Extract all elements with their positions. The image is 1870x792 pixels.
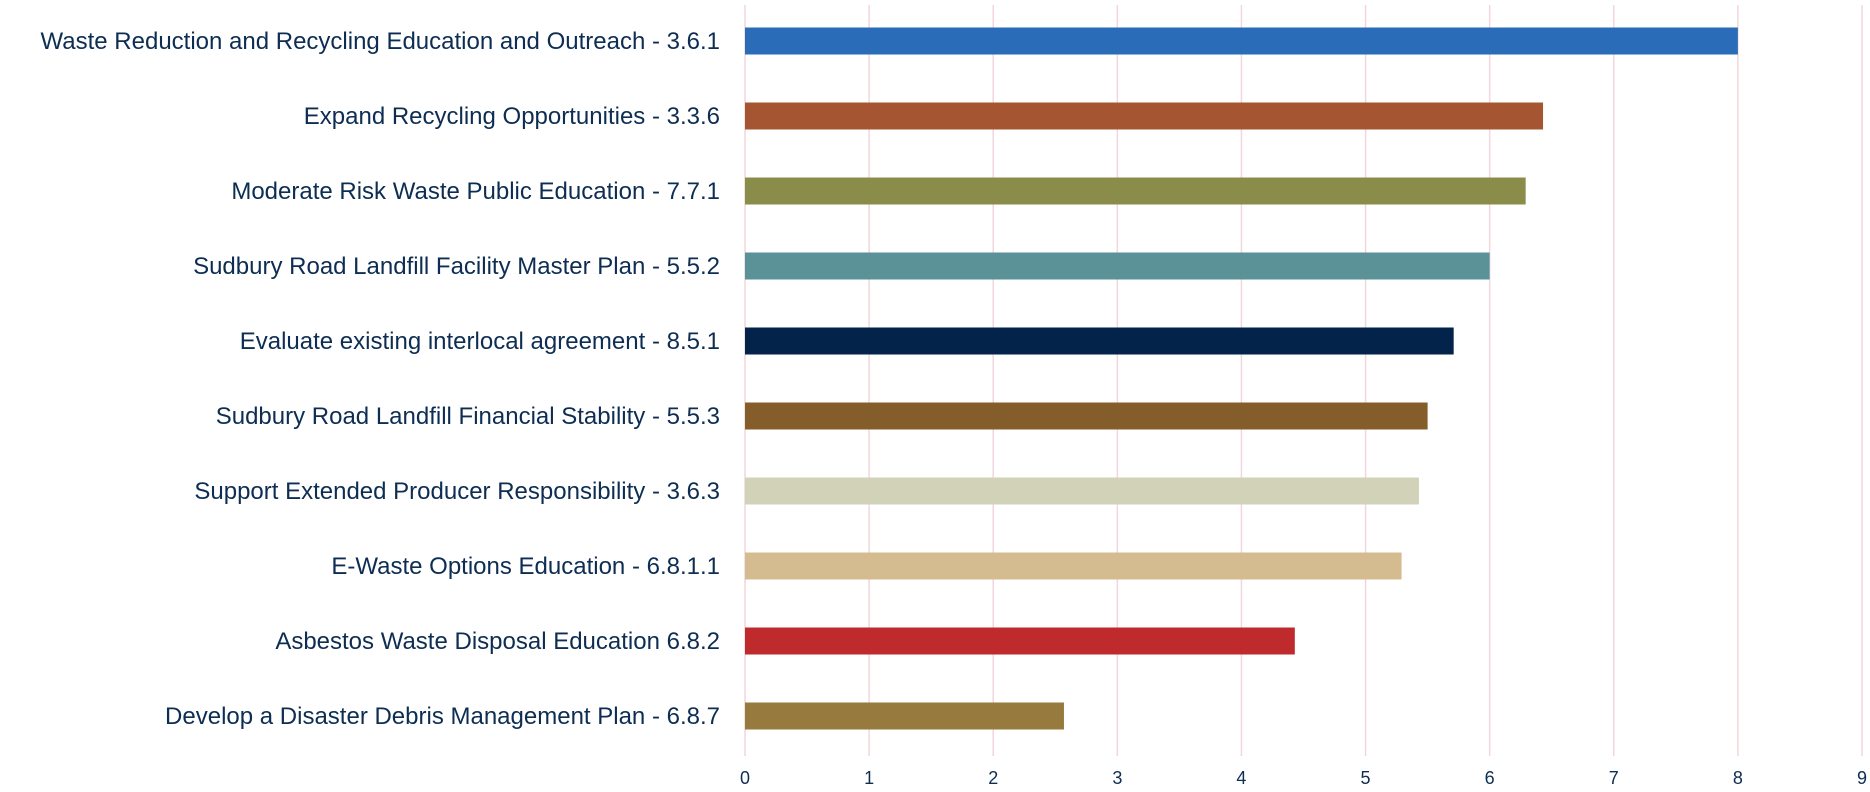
category-label: Asbestos Waste Disposal Education 6.8.2 bbox=[275, 628, 720, 655]
bar bbox=[745, 402, 1428, 430]
x-tick-label: 4 bbox=[1236, 768, 1246, 788]
x-tick-label: 0 bbox=[740, 768, 750, 788]
category-labels: Waste Reduction and Recycling Education … bbox=[41, 28, 721, 730]
category-label: Sudbury Road Landfill Financial Stabilit… bbox=[216, 403, 720, 430]
category-label: Moderate Risk Waste Public Education - 7… bbox=[231, 178, 720, 205]
category-label: E-Waste Options Education - 6.8.1.1 bbox=[331, 553, 720, 580]
x-tick-label: 7 bbox=[1609, 768, 1619, 788]
category-label: Sudbury Road Landfill Facility Master Pl… bbox=[193, 253, 720, 280]
bar bbox=[745, 102, 1544, 130]
bar bbox=[745, 252, 1490, 280]
bar bbox=[745, 327, 1454, 355]
category-label: Support Extended Producer Responsibility… bbox=[194, 478, 720, 505]
x-tick-label: 5 bbox=[1361, 768, 1371, 788]
bar bbox=[745, 627, 1295, 655]
bars bbox=[745, 27, 1738, 730]
x-tick-label: 2 bbox=[988, 768, 998, 788]
bar bbox=[745, 552, 1402, 580]
gridlines bbox=[744, 5, 1863, 756]
bar bbox=[745, 177, 1526, 205]
category-label: Develop a Disaster Debris Management Pla… bbox=[165, 703, 720, 730]
x-tick-label: 3 bbox=[1112, 768, 1122, 788]
category-label: Waste Reduction and Recycling Education … bbox=[41, 28, 721, 55]
category-label: Expand Recycling Opportunities - 3.3.6 bbox=[304, 103, 720, 130]
x-axis-tick-labels: 0 1 2 3 4 5 6 7 8 9 bbox=[740, 768, 1867, 788]
category-label: Evaluate existing interlocal agreement -… bbox=[240, 328, 720, 355]
x-tick-label: 1 bbox=[864, 768, 874, 788]
bar bbox=[745, 477, 1419, 505]
bar bbox=[745, 27, 1738, 55]
bar bbox=[745, 702, 1064, 730]
x-tick-label: 9 bbox=[1857, 768, 1867, 788]
x-tick-label: 6 bbox=[1485, 768, 1495, 788]
x-tick-label: 8 bbox=[1733, 768, 1743, 788]
